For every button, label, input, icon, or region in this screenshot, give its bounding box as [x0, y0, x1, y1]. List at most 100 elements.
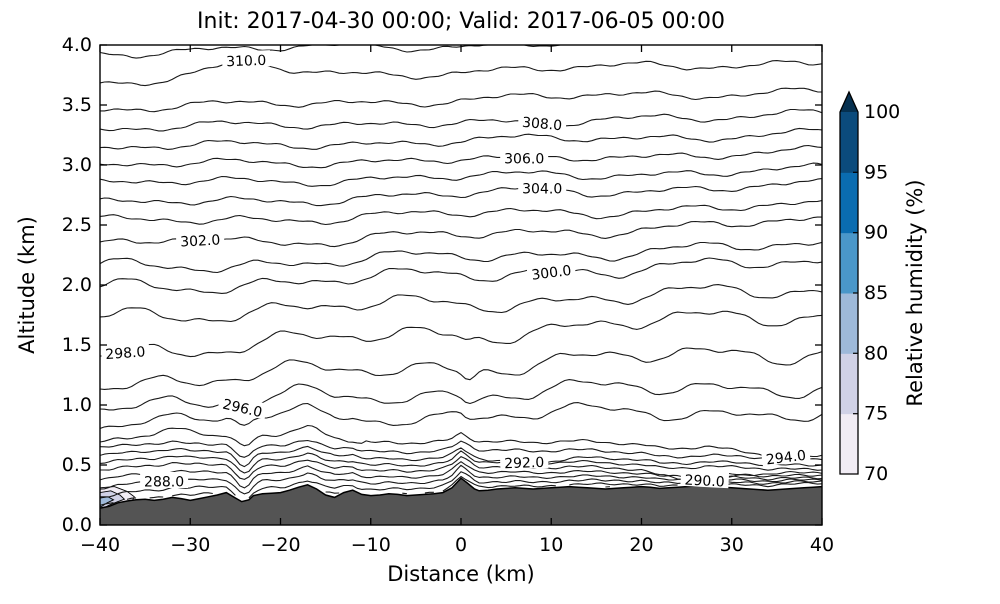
colorbar-segment-70-75	[840, 413, 858, 475]
contour-label: 292.0	[504, 455, 545, 472]
y-tick-label: 1.5	[62, 334, 92, 356]
contour-label-group: 296.0	[217, 393, 269, 422]
contour-label: 300.0	[531, 263, 573, 284]
y-tick-label: 3.5	[62, 94, 92, 116]
contour-label-group: 292.0	[499, 452, 549, 472]
contour-label: 294.0	[765, 448, 807, 469]
contour-label-group: 288.0	[140, 472, 189, 491]
contour-line-286	[100, 475, 822, 506]
contour-label-group: 310.0	[221, 50, 271, 70]
x-tick-label: −30	[170, 534, 210, 556]
contour-label-group: 302.0	[175, 229, 225, 251]
axis-tick-labels: −40 −30 −20 −10 0 10 20 30 40 0.0 0.5 1.0 1.5 2.0 2.5 3…	[62, 34, 834, 556]
colorbar-tick-label: 100	[864, 101, 900, 123]
colorbar-tick-label: 80	[864, 342, 888, 364]
contour-line-303	[100, 200, 822, 226]
contour-label-box	[100, 341, 150, 361]
x-tick-label: 0	[455, 534, 467, 556]
contour-line-301	[100, 241, 822, 274]
colorbar-tick-label: 70	[864, 463, 888, 485]
contour-label-box	[140, 472, 189, 488]
contour-label-box	[680, 469, 730, 489]
axis-ticks	[99, 44, 823, 526]
contour-label: 288.0	[144, 475, 184, 491]
contour-label-box	[499, 452, 549, 470]
contour-line-300	[100, 257, 822, 294]
x-tick-label: 30	[720, 534, 744, 556]
contour-label: 308.0	[521, 115, 562, 134]
contour-label: 298.0	[105, 344, 146, 363]
colorbar-segment-75-80	[840, 353, 858, 415]
contour-line-285	[605, 482, 822, 488]
contour-label: 290.0	[684, 472, 725, 490]
y-tick-label: 0.5	[62, 454, 92, 476]
contour-label-box	[221, 50, 271, 68]
contour-label-box	[517, 111, 567, 133]
contour-label-box	[500, 148, 549, 165]
x-tick-label: 20	[629, 534, 653, 556]
y-tick-label: 2.0	[62, 274, 92, 296]
x-tick-label: 10	[539, 534, 563, 556]
contour-label: 310.0	[226, 53, 267, 70]
x-tick-label: −40	[80, 534, 120, 556]
colorbar-segment-95-100	[840, 112, 858, 173]
contour-line-310	[100, 59, 822, 87]
colorbar-segment-85-90	[840, 232, 858, 294]
colorbar-outline	[839, 90, 859, 475]
contour-line-292	[100, 445, 822, 468]
contour-label: 296.0	[221, 397, 264, 422]
contour-label: 304.0	[522, 181, 562, 197]
contour-line-294	[100, 424, 822, 459]
contour-label-group: 306.0	[500, 148, 549, 167]
contour-label-group: 308.0	[517, 111, 567, 134]
contour-line-305	[100, 162, 822, 187]
colorbar-tick-label: 95	[864, 161, 888, 183]
colorbar-over-arrow	[840, 92, 858, 112]
x-tick-label: −10	[351, 534, 391, 556]
contour-line-307	[100, 127, 822, 150]
colorbar: 70 75 80 85 90 95 100	[839, 90, 900, 485]
contour-label: 306.0	[504, 151, 544, 167]
contour-line-298	[100, 310, 822, 358]
colorbar-tick-label: 85	[864, 282, 888, 304]
contour-label-group: 300.0	[526, 259, 576, 284]
colorbar-tick-label: 90	[864, 222, 888, 244]
contour-line-311	[100, 45, 732, 59]
plot-title: Init: 2017-04-30 00:00; Valid: 2017-06-0…	[197, 9, 725, 34]
contour-line-296	[100, 379, 822, 411]
contour-line-308	[100, 108, 822, 132]
contour-label-box	[518, 178, 567, 195]
contour-line-309	[100, 87, 822, 113]
contour-label-group: 304.0	[518, 178, 567, 197]
x-tick-label: 40	[810, 534, 834, 556]
contour-label-group: 298.0	[100, 341, 150, 363]
contour-label-box	[217, 393, 269, 420]
colorbar-segment-80-85	[840, 293, 858, 354]
x-axis-label: Distance (km)	[387, 562, 535, 586]
contour-line-304	[100, 178, 822, 207]
x-tick-label: −20	[260, 534, 300, 556]
contour-line-291	[100, 450, 822, 474]
contour-label-box	[175, 229, 225, 249]
contour-line-297	[100, 347, 822, 390]
contour-line-299	[100, 284, 822, 323]
contour-label-group: 290.0	[680, 469, 730, 491]
y-tick-label: 0.0	[62, 514, 92, 536]
contour-line-306	[100, 144, 822, 169]
colorbar-label: Relative humidity (%)	[903, 179, 927, 406]
colorbar-tick-label: 75	[864, 403, 888, 425]
contour-line-293	[100, 439, 822, 461]
contour-label-box	[760, 444, 811, 467]
y-tick-label: 2.5	[62, 214, 92, 236]
contour-line-295	[100, 402, 822, 430]
colorbar-segment-90-95	[840, 172, 858, 234]
contour-label-group: 294.0	[760, 444, 811, 469]
contour-label: 302.0	[180, 232, 221, 250]
contour-label-box	[526, 259, 576, 282]
y-tick-label: 3.0	[62, 154, 92, 176]
contour-labels-layer: 310.0 308.0 306.0 304.0 302.0 300.0 298.0 296.0…	[100, 50, 811, 491]
y-axis-label: Altitude (km)	[15, 216, 39, 354]
y-tick-label: 1.0	[62, 394, 92, 416]
